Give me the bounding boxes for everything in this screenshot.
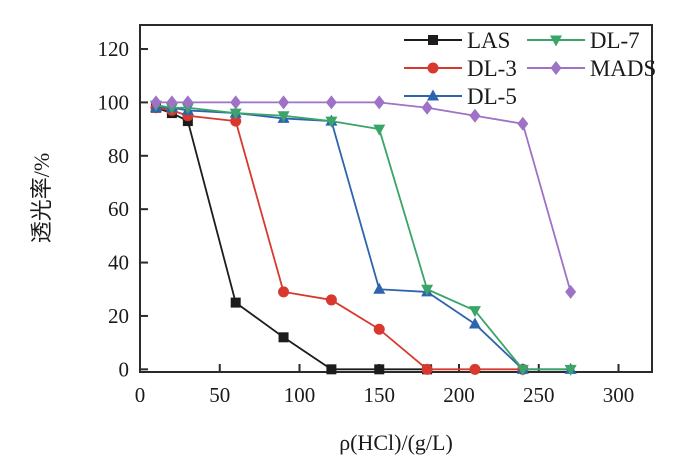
svg-text:200: 200 (443, 383, 475, 407)
svg-text:20: 20 (108, 304, 129, 328)
svg-text:120: 120 (98, 37, 130, 61)
legend-item-dl3: DL-3 (404, 54, 517, 82)
svg-text:40: 40 (108, 251, 129, 275)
svg-text:300: 300 (603, 383, 635, 407)
legend-label-dl7: DL-7 (589, 27, 640, 53)
svg-text:100: 100 (98, 90, 130, 114)
svg-text:0: 0 (119, 357, 130, 381)
legend-column-1: LAS DL-3 DL-5 (404, 26, 517, 110)
svg-text:150: 150 (364, 383, 396, 407)
circle-marker-icon (404, 62, 462, 74)
legend-item-dl7: DL-7 (526, 26, 656, 54)
svg-text:50: 50 (209, 383, 230, 407)
triangle-up-marker-icon (404, 89, 462, 101)
legend-item-las: LAS (404, 26, 517, 54)
legend-item-dl5: DL-5 (404, 82, 517, 110)
legend-label-dl5: DL-5 (467, 83, 517, 109)
diamond-marker-icon (526, 61, 585, 75)
legend: LAS DL-3 DL-5 DL-7 MADS (404, 26, 656, 110)
y-axis-label: 透光率/% (29, 152, 54, 244)
legend-label-las: LAS (467, 27, 511, 53)
svg-text:0: 0 (135, 383, 146, 407)
svg-text:80: 80 (108, 144, 129, 168)
svg-text:60: 60 (108, 197, 129, 221)
svg-text:100: 100 (284, 383, 316, 407)
legend-column-2: DL-7 MADS (526, 26, 657, 110)
legend-item-mads: MADS (526, 54, 657, 82)
square-marker-icon (404, 35, 462, 45)
legend-label-mads: MADS (589, 55, 657, 81)
legend-label-dl3: DL-3 (467, 55, 517, 81)
x-axis-label: ρ(HCl)/(g/L) (339, 430, 453, 455)
svg-text:250: 250 (523, 383, 555, 407)
triangle-down-marker-icon (526, 35, 585, 47)
